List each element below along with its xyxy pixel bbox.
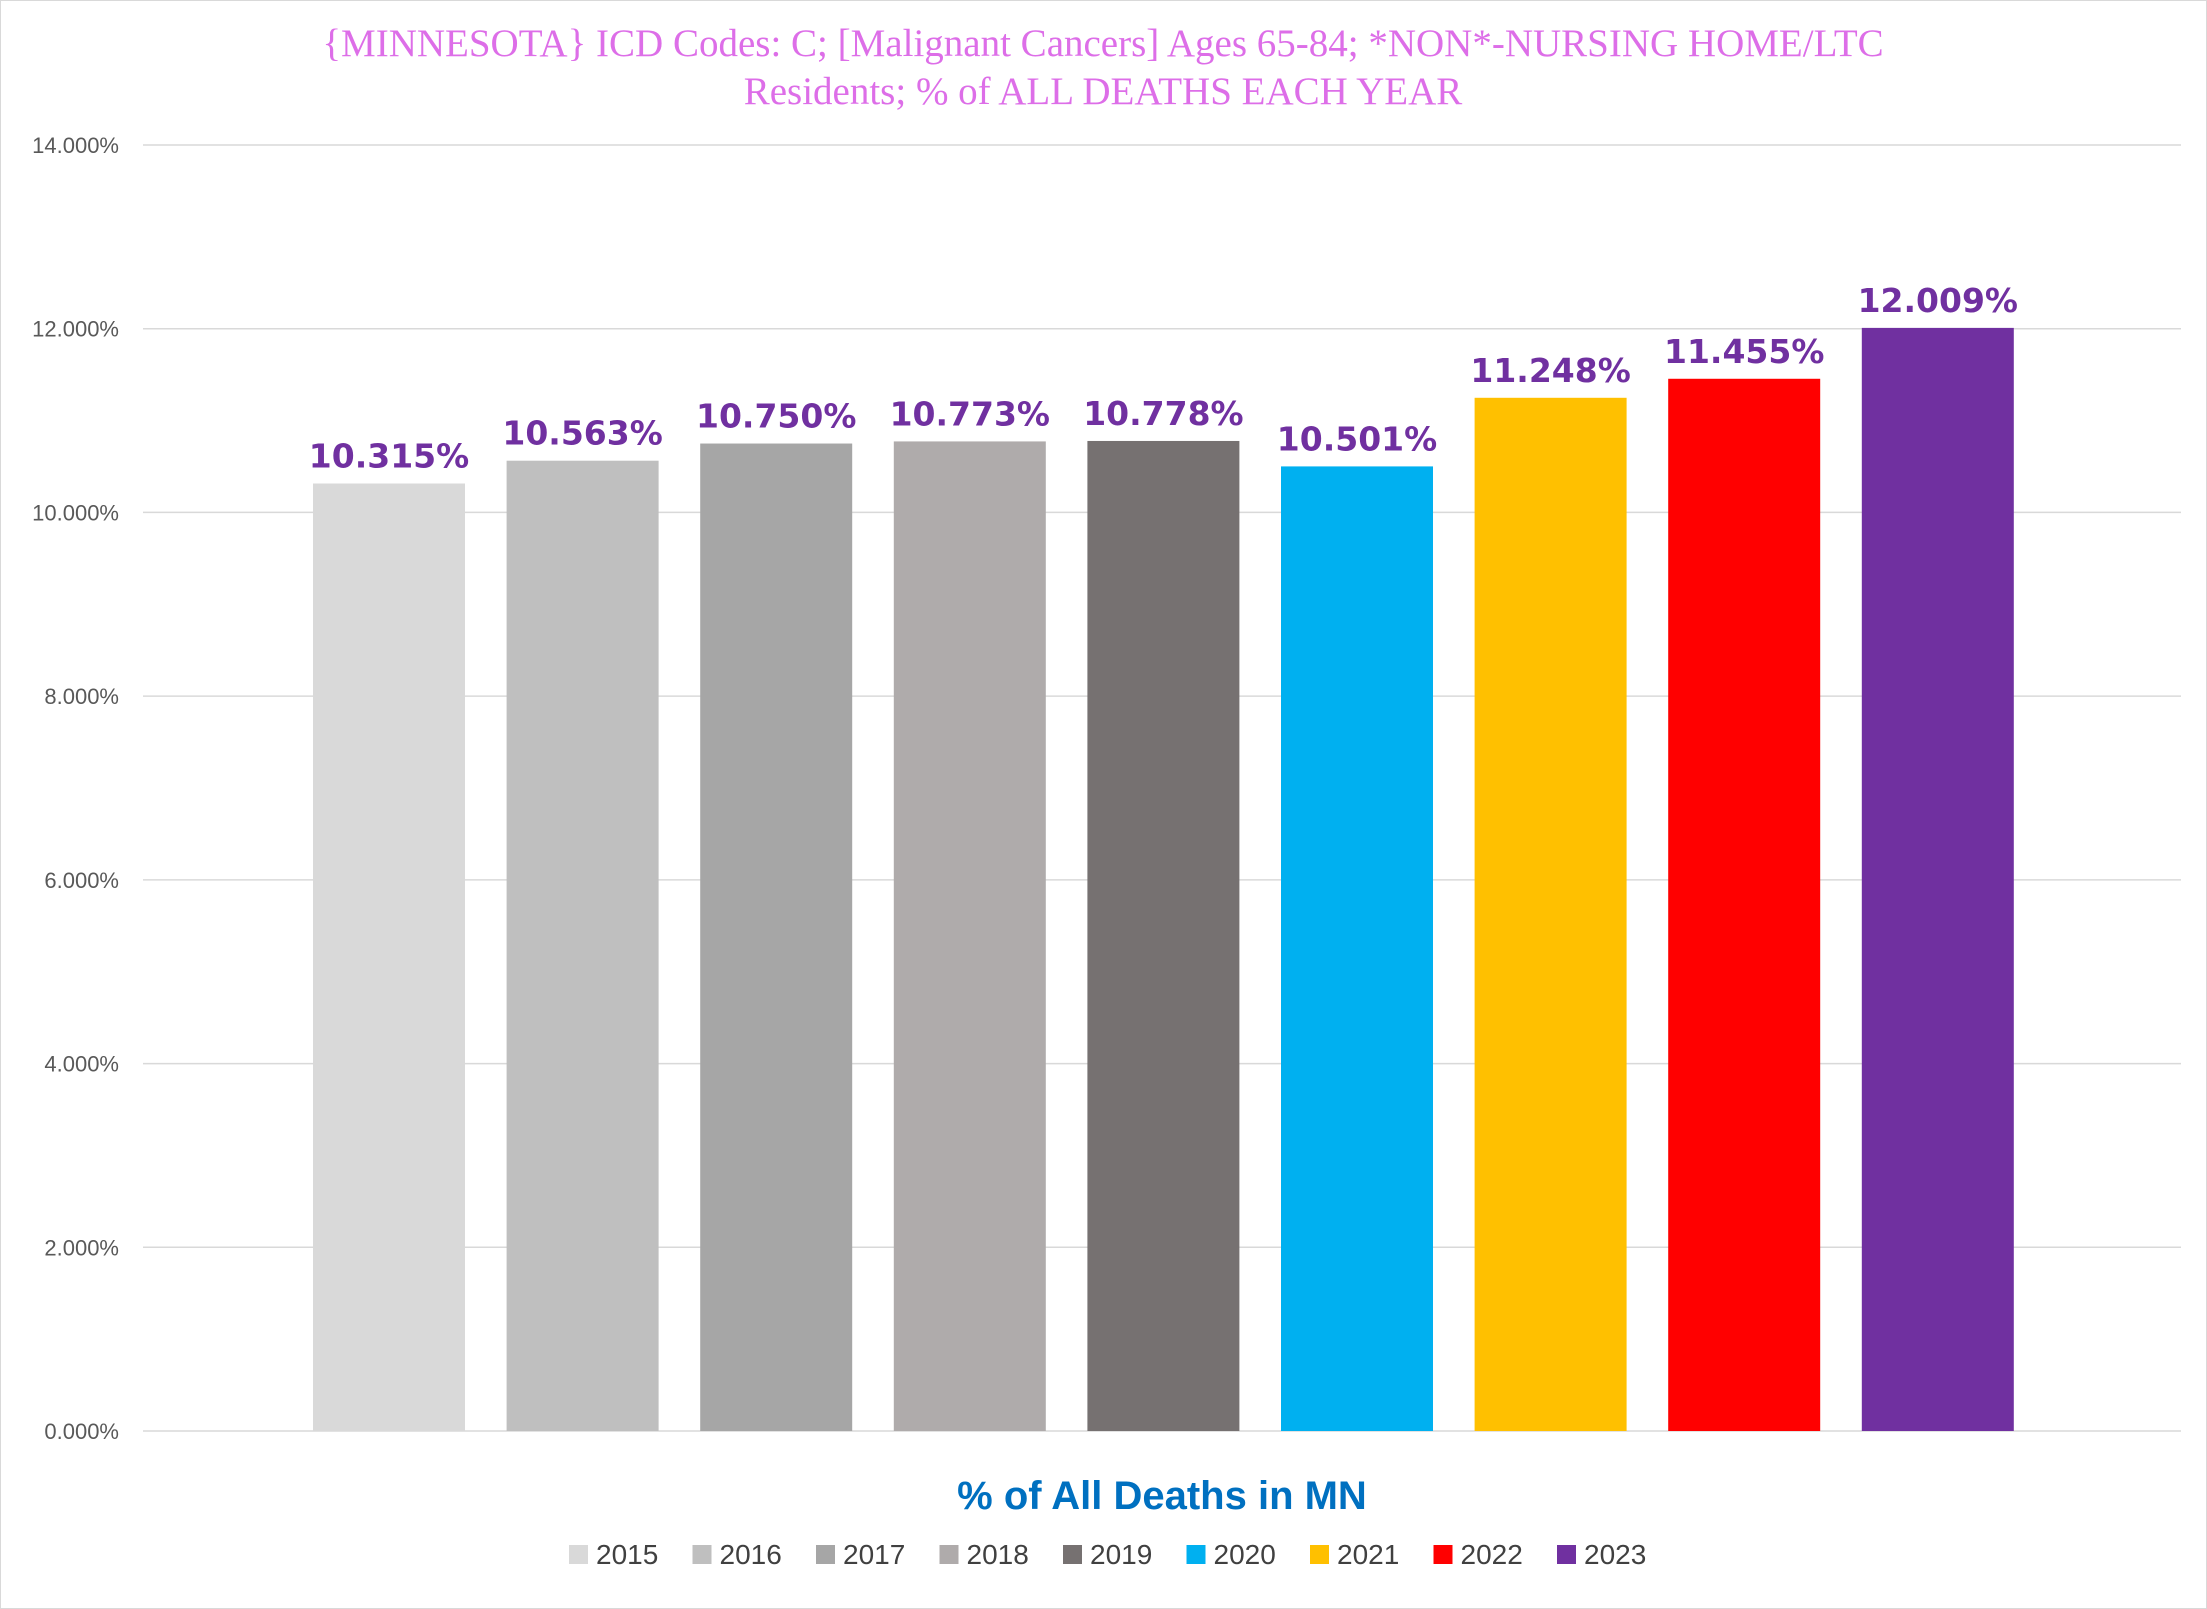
legend-swatch-2022 [1433, 1545, 1453, 1564]
legend-label-2016: 2016 [720, 1539, 782, 1570]
legend: 2015 2016 2017 2018 2019 2020 2021 2022 2023 [569, 1539, 1646, 1570]
data-label-2023: 12.009% [1858, 281, 2018, 320]
y-tick-label: 14.000% [32, 133, 119, 158]
x-axis-label: % of All Deaths in MN [957, 1474, 1367, 1518]
y-tick-label: 6.000% [44, 868, 119, 893]
y-tick-label: 2.000% [44, 1235, 119, 1260]
y-tick-label: 8.000% [44, 684, 119, 709]
data-label-2019: 10.778% [1083, 394, 1243, 433]
data-label-2015: 10.315% [309, 436, 469, 475]
legend-label-2019: 2019 [1090, 1539, 1152, 1570]
bars [313, 327, 2014, 1432]
legend-swatch-2018 [939, 1545, 959, 1564]
legend-label-2023: 2023 [1584, 1539, 1646, 1570]
bar-2021 [1474, 397, 1627, 1431]
bar-2019 [1087, 440, 1240, 1431]
chart-title-line-2: Residents; % of ALL DEATHS EACH YEAR [744, 70, 1463, 113]
bar-2015 [313, 483, 465, 1432]
bar-2018 [893, 441, 1046, 1432]
legend-swatch-2017 [816, 1545, 835, 1564]
bar-2017 [700, 443, 853, 1431]
legend-label-2020: 2020 [1214, 1539, 1276, 1570]
legend-swatch-2019 [1063, 1545, 1082, 1564]
y-tick-label: 4.000% [44, 1052, 119, 1077]
legend-label-2021: 2021 [1337, 1539, 1399, 1570]
bar-2020 [1281, 466, 1433, 1431]
data-label-2018: 10.773% [890, 394, 1050, 433]
legend-swatch-2016 [692, 1545, 712, 1564]
legend-swatch-2020 [1186, 1545, 1206, 1564]
bar-2016 [506, 460, 659, 1431]
data-label-2017: 10.750% [696, 397, 856, 436]
legend-label-2018: 2018 [967, 1539, 1029, 1570]
legend-swatch-2015 [569, 1545, 588, 1564]
legend-swatch-2023 [1557, 1545, 1576, 1564]
bar-2023 [1861, 327, 2014, 1431]
legend-label-2017: 2017 [843, 1539, 905, 1570]
y-axis-ticks: 0.000% 2.000% 4.000% 6.000% 8.000% 10.000% 12.… [32, 133, 119, 1444]
legend-swatch-2021 [1310, 1545, 1329, 1564]
legend-label-2015: 2015 [596, 1539, 658, 1570]
y-tick-label: 12.000% [32, 317, 119, 342]
data-label-2021: 11.248% [1470, 351, 1630, 390]
chart-title: {MINNESOTA} ICD Codes: C; [Malignant Can… [322, 22, 1883, 113]
data-label-2016: 10.563% [502, 414, 662, 453]
legend-label-2022: 2022 [1461, 1539, 1523, 1570]
y-tick-label: 10.000% [32, 500, 119, 525]
bar-2022 [1668, 378, 1821, 1432]
chart-title-line-1: {MINNESOTA} ICD Codes: C; [Malignant Can… [322, 22, 1883, 65]
y-tick-label: 0.000% [44, 1419, 119, 1444]
data-label-2020: 10.501% [1277, 419, 1437, 458]
data-labels: 10.315% 10.563% 10.750% 10.773% 10.778% 10.50… [309, 281, 2018, 476]
data-label-2022: 11.455% [1664, 332, 1824, 371]
